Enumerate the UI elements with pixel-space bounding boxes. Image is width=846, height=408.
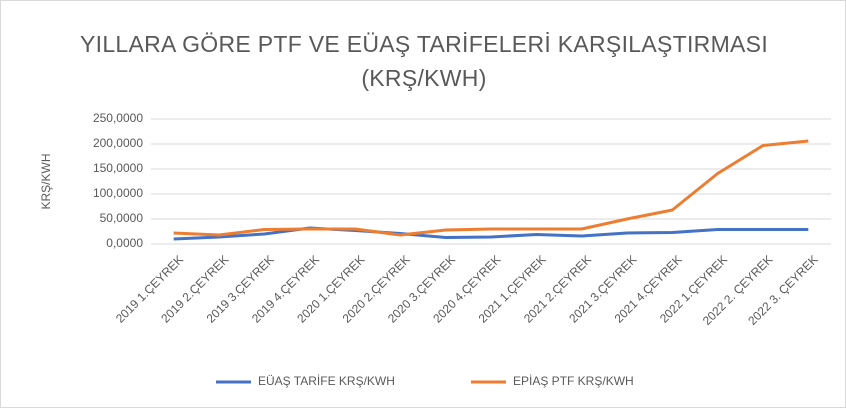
y-tick-label: 250,0000: [93, 111, 143, 125]
chart-title: YILLARA GÖRE PTF VE EÜAŞ TARİFELERİ KARŞ…: [79, 31, 769, 91]
y-tick-label: 0,0000: [106, 236, 143, 250]
series-line: [173, 139, 809, 237]
y-tick-label: 50,0000: [100, 211, 144, 225]
legend-label: EÜAŞ TARİFE KRŞ/KWH: [258, 374, 395, 388]
y-axis-label: KRŞ/KWH: [39, 153, 53, 209]
legend-label: EPİAŞ PTF KRŞ/KWH: [513, 374, 634, 388]
y-tick-label: 150,0000: [93, 161, 143, 175]
y-tick-label: 200,0000: [93, 136, 143, 150]
y-tick-label: 100,0000: [93, 186, 143, 200]
series-line: [173, 226, 809, 241]
